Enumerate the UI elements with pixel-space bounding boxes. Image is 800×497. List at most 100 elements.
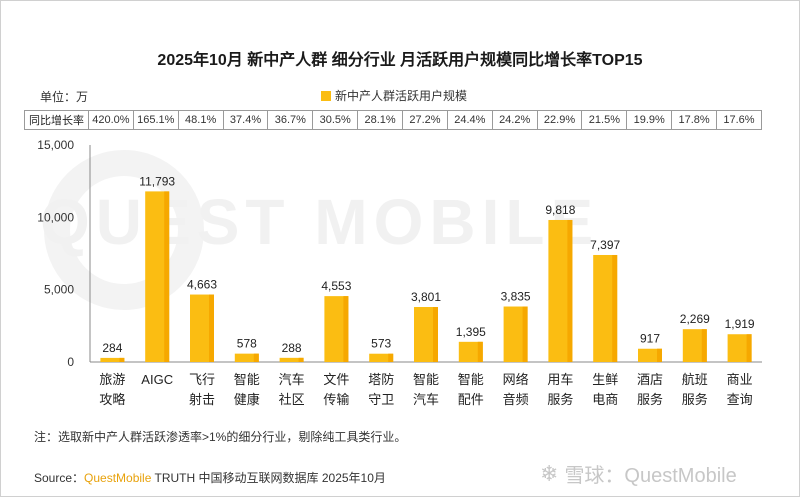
x-tick-label: 电商 <box>592 392 618 407</box>
data-label: 11,793 <box>139 174 175 188</box>
bar-shade <box>164 191 170 362</box>
x-tick-label: 网络 <box>503 372 529 387</box>
source-brand: QuestMobile <box>84 471 152 485</box>
source-prefix: Source： <box>34 471 85 485</box>
bar <box>234 353 259 362</box>
bar-shade <box>433 307 438 362</box>
bar-shade <box>388 353 394 362</box>
growth-rate-cell: 17.8% <box>671 111 716 129</box>
data-label: 288 <box>282 341 302 355</box>
x-tick-label: 塔防 <box>368 372 394 387</box>
data-label: 7,397 <box>590 238 620 252</box>
x-tick-label: 航班 <box>682 372 708 387</box>
bar <box>638 348 662 362</box>
x-tick-label: 生鲜 <box>592 372 618 387</box>
bar <box>279 357 304 362</box>
x-tick-label: 服务 <box>637 392 663 407</box>
growth-rate-cell: 24.4% <box>446 111 492 129</box>
x-tick-label: 汽车 <box>279 372 305 387</box>
legend-label: 新中产人群活跃用户规模 <box>335 89 468 103</box>
bar <box>503 306 528 362</box>
x-tick-label: 汽车 <box>413 392 439 407</box>
x-tick-label: 文件 <box>323 372 349 387</box>
data-label: 578 <box>237 337 257 351</box>
growth-rate-cell: 420.0% <box>88 111 133 129</box>
y-tick-label: 15,000 <box>37 138 74 152</box>
data-label: 3,801 <box>411 290 441 304</box>
x-tick-label: 射击 <box>189 392 215 407</box>
growth-rate-cell: 30.5% <box>312 111 357 129</box>
data-label: 917 <box>640 332 660 346</box>
bar-shade <box>522 306 528 362</box>
footnote: 注：选取新中产人群活跃渗透率>1%的细分行业，剔除纯工具类行业。 <box>34 430 407 444</box>
bar-shade <box>657 348 662 362</box>
data-label: 4,663 <box>187 278 217 292</box>
growth-rate-cell: 27.2% <box>402 111 447 129</box>
growth-rate-cell: 19.9% <box>626 111 671 129</box>
legend: 新中产人群活跃用户规模 <box>321 87 467 104</box>
bar <box>100 357 125 362</box>
bar-shade <box>612 254 618 362</box>
y-tick-label: 0 <box>67 355 74 369</box>
y-tick-label: 10,000 <box>37 210 74 224</box>
bar-shade <box>477 341 483 362</box>
x-tick-label: 查询 <box>727 392 753 407</box>
x-tick-label: 酒店 <box>637 372 663 387</box>
bar-shade <box>701 329 707 362</box>
data-label: 2,269 <box>680 312 710 326</box>
x-tick-label: 守卫 <box>368 392 394 407</box>
growth-rate-cell: 48.1% <box>177 111 223 129</box>
bar-shade <box>253 353 259 362</box>
growth-rate-cell: 22.9% <box>536 111 582 129</box>
growth-rate-cell: 165.1% <box>132 111 178 129</box>
data-label: 573 <box>371 337 391 351</box>
bar-shade <box>343 296 349 362</box>
data-label: 3,835 <box>501 290 531 304</box>
data-label: 9,818 <box>545 203 575 217</box>
y-tick-label: 5,000 <box>44 283 74 297</box>
data-label: 4,553 <box>321 279 351 293</box>
bar-shade <box>119 357 125 362</box>
growth-rate-table: 同比增长率 420.0% 165.1% 48.1% 37.4% 36.7% 30.5% 28… <box>24 110 762 130</box>
x-tick-label: 商业 <box>727 372 753 387</box>
growth-rate-cell: 28.1% <box>357 111 402 129</box>
x-tick-label: 配件 <box>458 392 484 407</box>
growth-rate-cell: 37.4% <box>222 111 268 129</box>
bar <box>458 341 483 362</box>
data-label: 1,395 <box>456 325 486 339</box>
snowflake-icon: ❄ <box>540 460 559 486</box>
growth-rate-cell: 17.6% <box>716 111 761 129</box>
x-tick-label: 攻略 <box>99 392 125 407</box>
watermark-text: QUEST MOBILE <box>40 186 600 258</box>
growth-rate-cell: 24.2% <box>491 111 537 129</box>
x-tick-label: 旅游 <box>99 372 125 387</box>
bar-shade <box>567 219 573 362</box>
x-tick-label: 社区 <box>279 392 305 407</box>
x-tick-label: 智能 <box>458 372 484 387</box>
x-tick-label: AIGC <box>141 372 173 387</box>
bar-shade <box>746 334 752 362</box>
x-tick-label: 健康 <box>234 392 260 407</box>
growth-rate-cell: 36.7% <box>267 111 312 129</box>
footer-logo: ❄ 雪球：QuestMobile <box>540 459 737 488</box>
source-rest: TRUTH 中国移动互联网数据库 2025年10月 <box>151 471 386 485</box>
bar-shade <box>298 357 304 362</box>
bar-shade <box>209 294 214 362</box>
data-label: 284 <box>102 341 122 355</box>
x-tick-label: 智能 <box>234 372 260 387</box>
data-label: 1,919 <box>725 317 755 331</box>
x-tick-label: 用车 <box>547 372 573 387</box>
x-tick-label: 服务 <box>682 392 708 407</box>
x-tick-label: 传输 <box>323 392 349 407</box>
x-tick-label: 飞行 <box>189 372 215 387</box>
x-tick-label: 音频 <box>503 392 529 407</box>
source-line: Source：QuestMobile TRUTH 中国移动互联网数据库 2025… <box>34 469 386 486</box>
unit-label: 单位：万 <box>40 90 89 104</box>
footer-logo-text: 雪球：QuestMobile <box>564 465 737 487</box>
legend-swatch <box>321 90 331 101</box>
growth-rate-cell: 21.5% <box>581 111 626 129</box>
x-tick-label: 服务 <box>547 392 573 407</box>
chart-title: 2025年10月 新中产人群 细分行业 月活跃用户规模同比增长率TOP15 <box>157 52 643 69</box>
x-tick-label: 智能 <box>413 372 439 387</box>
